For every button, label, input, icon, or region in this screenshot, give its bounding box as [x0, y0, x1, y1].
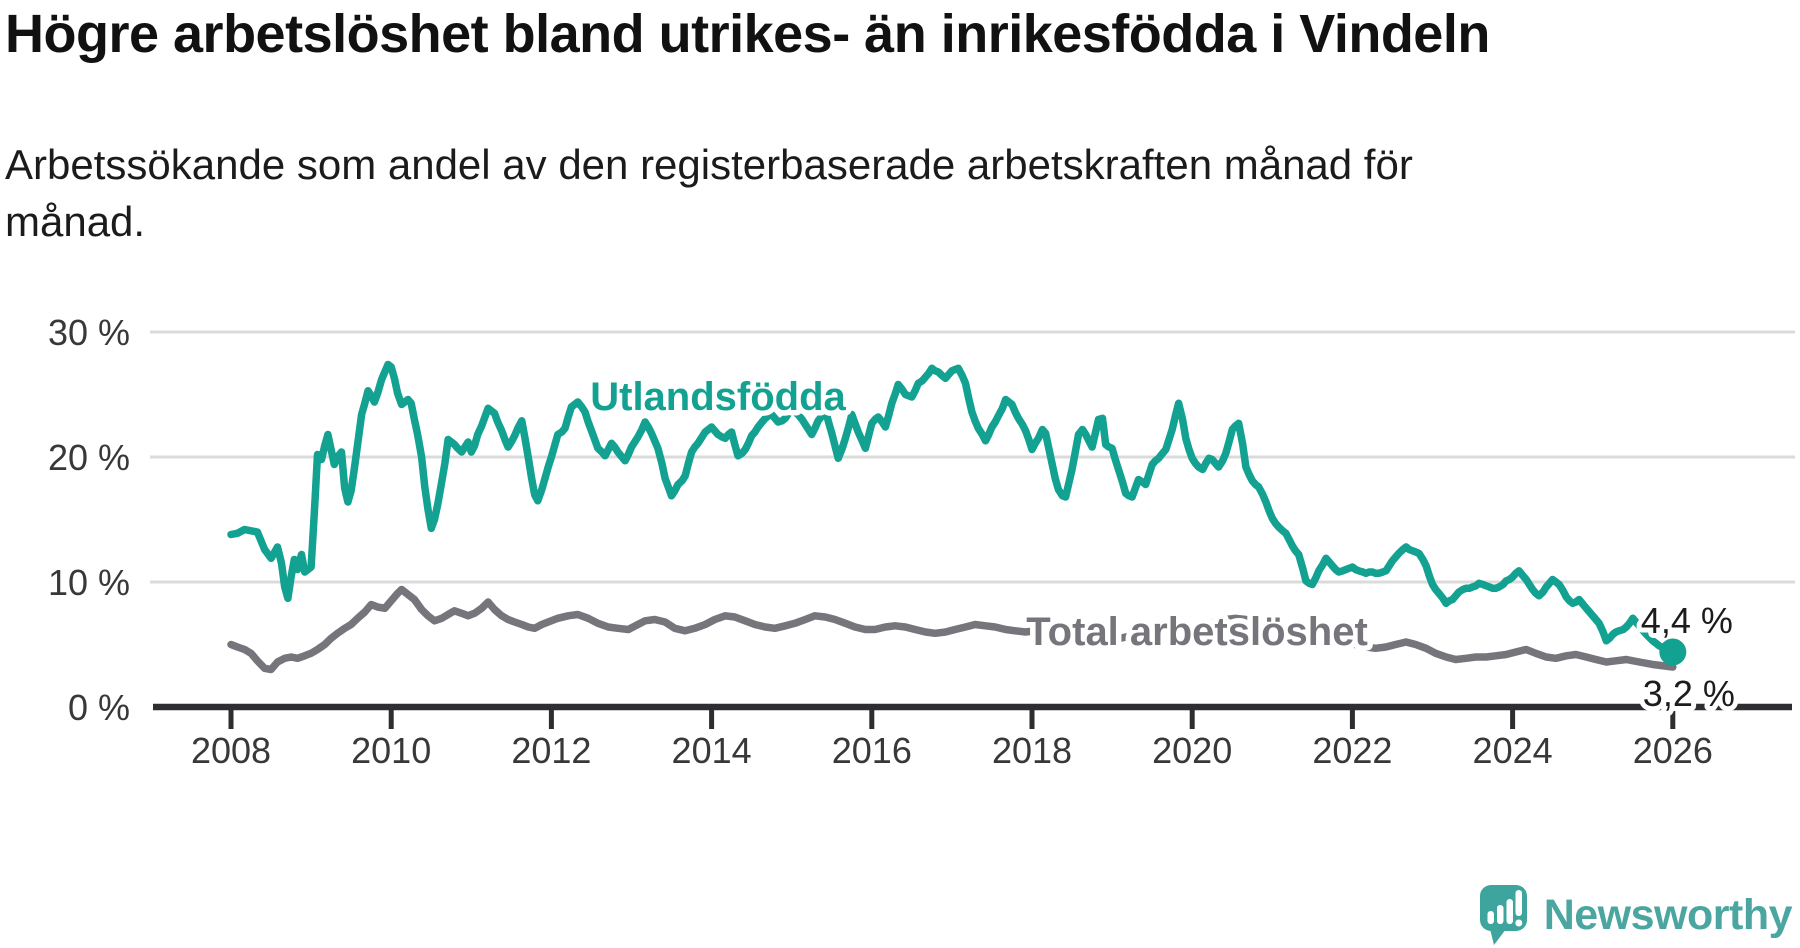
newsworthy-logo: Newsworthy	[1479, 884, 1793, 946]
y-axis-label-20: 20 %	[48, 437, 130, 478]
utlandsfodda-value-label: 4,4 %	[1641, 600, 1733, 641]
x-axis-label-2022: 2022	[1312, 730, 1392, 771]
x-axis-label-2020: 2020	[1152, 730, 1232, 771]
y-axis-label-10: 10 %	[48, 562, 130, 603]
newsworthy-logo-icon	[1479, 885, 1527, 945]
chart-subtitle: Arbetssökande som andel av den registerb…	[5, 136, 1413, 250]
x-axis-label-2024: 2024	[1473, 730, 1553, 771]
y-axis-label-30: 30 %	[48, 312, 130, 353]
utlandsfodda-label: Utlandsfödda	[590, 375, 846, 419]
total-label: Total arbetslöshet	[1026, 610, 1368, 654]
x-axis-label-2012: 2012	[511, 730, 591, 771]
y-axis-label-0: 0 %	[68, 687, 130, 728]
chart-subtitle-line2: månad.	[5, 198, 146, 245]
x-axis-label-2014: 2014	[672, 730, 752, 771]
total-line	[227, 585, 1677, 674]
x-axis-label-2010: 2010	[351, 730, 431, 771]
newsworthy-logo-text: Newsworthy	[1543, 891, 1793, 939]
total-value-label: 3,2 %	[1643, 673, 1735, 714]
x-axis-label-2018: 2018	[992, 730, 1072, 771]
x-axis-label-2026: 2026	[1633, 730, 1713, 771]
x-axis-label-2016: 2016	[832, 730, 912, 771]
latest-value-dot	[1659, 638, 1687, 666]
chart-subtitle-line1: Arbetssökande som andel av den registerb…	[5, 141, 1413, 188]
chart-title: Högre arbetslöshet bland utrikes- än inr…	[5, 4, 1490, 64]
x-axis-label-2008: 2008	[191, 730, 271, 771]
utlandsfodda-line	[227, 360, 1677, 656]
